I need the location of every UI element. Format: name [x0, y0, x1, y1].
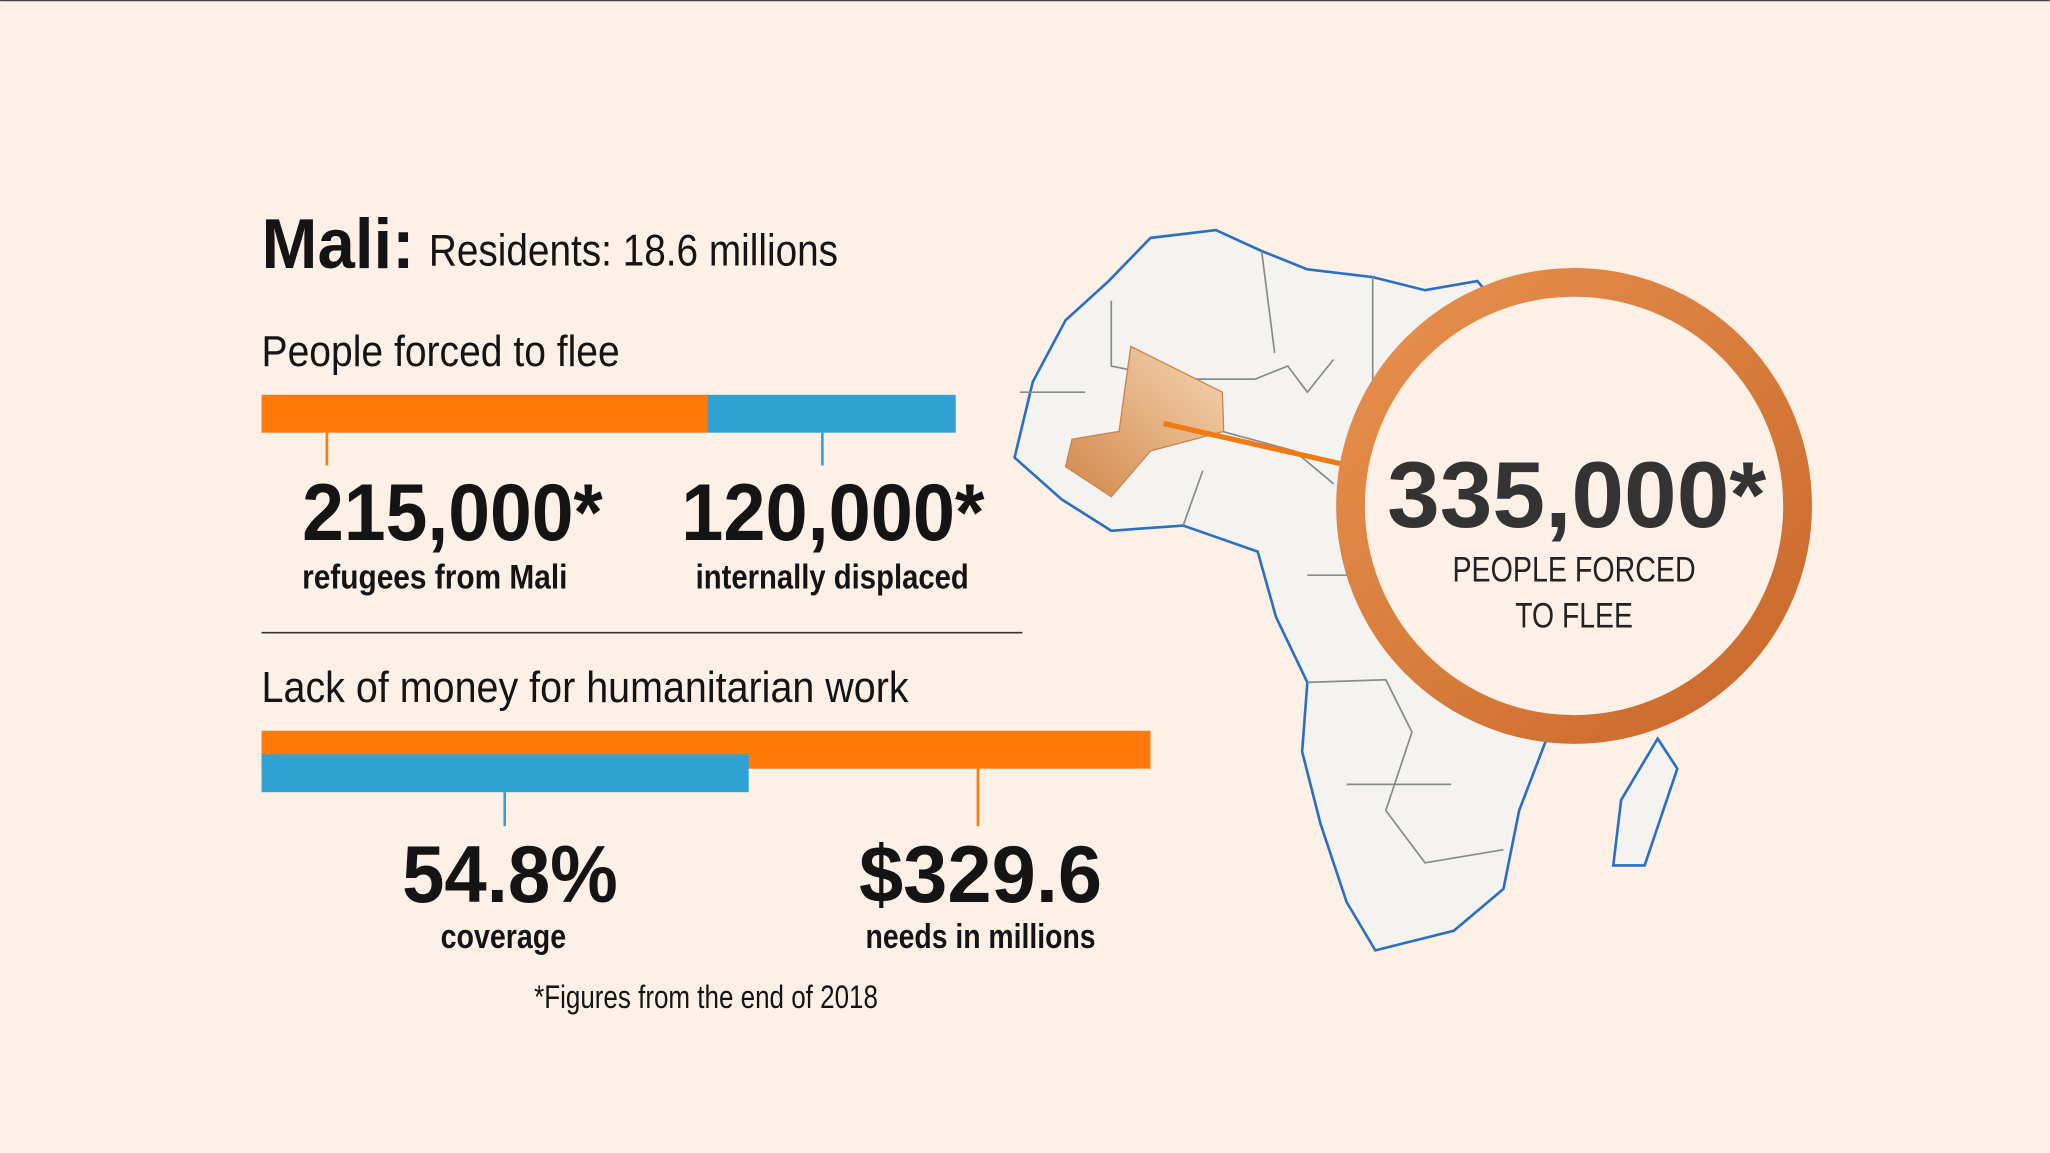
madagascar — [1611, 736, 1679, 867]
bar — [707, 394, 956, 433]
callout-caption: PEOPLE FORCED — [1452, 551, 1695, 590]
callout-caption: TO FLEE — [1515, 596, 1633, 635]
stat-value: 54.8% — [402, 830, 618, 920]
stat-value: $329.6 — [859, 830, 1102, 920]
subtitle: Residents: 18.6 millions — [429, 226, 838, 275]
footnote: *Figures from the end of 2018 — [534, 978, 878, 1015]
bar — [261, 754, 749, 793]
stat-caption: refugees from Mali — [302, 558, 567, 596]
stat-caption: internally displaced — [696, 558, 969, 596]
stat-value: 120,000* — [681, 468, 985, 558]
stat-value: 215,000* — [302, 468, 603, 558]
stat-caption: coverage — [441, 918, 566, 956]
callout-value: 335,000* — [1387, 442, 1766, 547]
bar — [261, 394, 708, 433]
section-heading: Lack of money for humanitarian work — [262, 664, 909, 712]
callout-ring — [1336, 267, 1812, 744]
section-heading: People forced to flee — [262, 328, 620, 376]
callout-line — [1162, 421, 1361, 471]
mali-highlight — [1064, 345, 1225, 498]
stat-caption: needs in millions — [866, 918, 1096, 956]
title: Mali: — [262, 204, 415, 283]
